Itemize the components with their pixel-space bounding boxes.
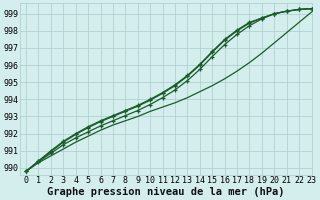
X-axis label: Graphe pression niveau de la mer (hPa): Graphe pression niveau de la mer (hPa) xyxy=(47,186,284,197)
